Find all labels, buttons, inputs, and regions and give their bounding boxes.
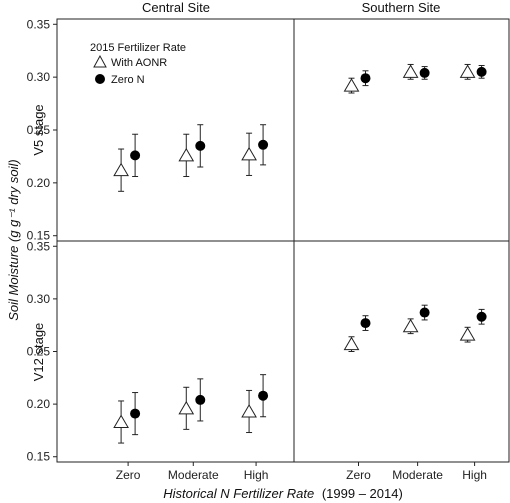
y-tick-label: 0.30 (27, 70, 51, 84)
legend-item-with-aonr: With AONR (111, 57, 167, 69)
x-tick-label: High (244, 468, 269, 482)
legend-title: 2015 Fertilizer Rate (90, 42, 186, 54)
y-tick-label: 0.35 (27, 17, 51, 31)
legend: 2015 Fertilizer Rate With AONR Zero N (90, 42, 186, 86)
zero-n-point (195, 140, 206, 151)
legend-triangle-marker (93, 54, 107, 68)
aonr-point (402, 64, 419, 78)
y-tick-label: 0.25 (27, 345, 51, 359)
column-title-central: Central Site (142, 0, 210, 15)
zero-n-point (130, 408, 141, 419)
x-tick-label: Moderate (392, 468, 443, 482)
aonr-point (459, 327, 476, 341)
y-tick-label: 0.20 (27, 397, 51, 411)
y-tick-label: 0.20 (27, 176, 51, 190)
zero-n-point (258, 139, 269, 150)
aonr-point (459, 64, 476, 78)
aonr-point (113, 162, 129, 177)
x-tick-label: High (462, 468, 487, 482)
zero-n-point (195, 394, 206, 405)
zero-n-point (130, 150, 141, 161)
x-axis-label-years: (1999 – 2014) (322, 486, 403, 501)
zero-n-point (360, 318, 371, 329)
aonr-point (343, 78, 360, 92)
y-tick-label: 0.35 (27, 239, 51, 253)
y-tick-label: 0.25 (27, 123, 51, 137)
aonr-point (178, 400, 195, 415)
x-tick-label: Zero (116, 468, 141, 482)
aonr-point (241, 403, 257, 418)
zero-n-point (258, 390, 269, 401)
axis-ticks: 0.150.200.250.300.350.150.200.250.300.35… (27, 17, 487, 482)
y-tick-label: 0.15 (27, 450, 51, 464)
x-axis-label-main: Historical N Fertilizer Rate (163, 486, 314, 501)
x-axis-label: Historical N Fertilizer Rate (1999 – 201… (163, 486, 403, 501)
legend-circle-marker (95, 74, 105, 84)
aonr-point (343, 336, 360, 351)
zero-n-point (419, 307, 430, 318)
row-label-v5: V5 stage (31, 104, 46, 155)
panel-frame (56, 18, 510, 463)
aonr-point (178, 147, 195, 162)
column-title-southern: Southern Site (362, 0, 441, 15)
zero-n-point (476, 311, 487, 322)
y-axis-label: Soil Moisture (g g⁻¹ dry soil) (6, 159, 21, 320)
row-label-v12: V12 stage (31, 323, 46, 382)
zero-n-point (419, 67, 430, 78)
data-marks (113, 63, 487, 444)
zero-n-point (360, 73, 371, 84)
x-tick-label: Zero (346, 468, 371, 482)
x-tick-label: Moderate (168, 468, 219, 482)
zero-n-point (476, 66, 487, 77)
y-tick-label: 0.15 (27, 229, 51, 243)
legend-item-zero-n: Zero N (111, 74, 145, 86)
y-tick-label: 0.30 (27, 292, 51, 306)
aonr-point (113, 414, 129, 429)
aonr-point (241, 146, 257, 161)
aonr-point (402, 318, 419, 333)
